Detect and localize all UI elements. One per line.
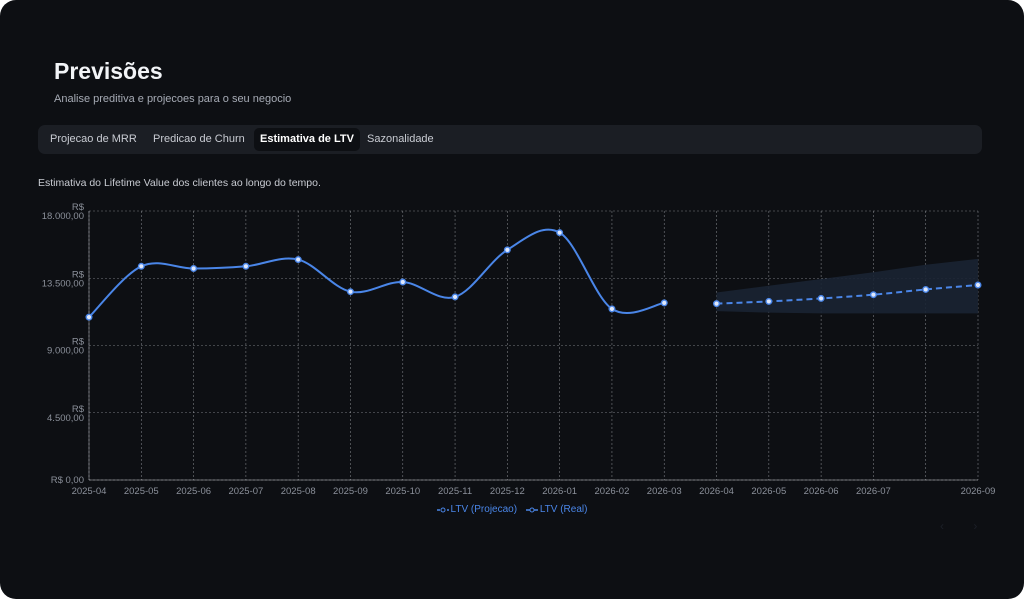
x-tick-label: 2026-01 [542, 486, 577, 497]
page-subtitle: Analise preditiva e projecoes para o seu… [54, 93, 292, 105]
x-tick-label: 2025-10 [385, 486, 420, 497]
x-tick-label: 2026-05 [751, 486, 786, 497]
legend-item-projecao[interactable]: LTV (Projecao) [436, 504, 518, 515]
data-point [660, 299, 668, 307]
page-title: Previsões [54, 58, 163, 84]
data-point [242, 262, 250, 270]
y-tick-label: R$ 13.500,00 [42, 269, 85, 289]
chart-legend: LTV (Projecao) LTV (Real) [0, 504, 1024, 517]
y-tick-label: R$ 4.500,00 [47, 404, 85, 424]
x-tick-label: 2026-04 [699, 486, 734, 497]
data-point [85, 313, 93, 321]
data-point [974, 281, 982, 289]
tab-projecao-mrr[interactable]: Projecao de MRR [50, 133, 137, 145]
data-point [346, 288, 354, 296]
x-tick-label: 2026-02 [595, 486, 630, 497]
x-tick-label: 2026-03 [647, 486, 682, 497]
x-tick-label: 2025-06 [176, 486, 211, 497]
y-tick-label: R$ 9.000,00 [47, 337, 85, 357]
tab-bar: Projecao de MRR Predicao de Churn Estima… [38, 125, 982, 154]
x-tick-label: 2025-12 [490, 486, 525, 497]
tab-sazonalidade[interactable]: Sazonalidade [367, 133, 434, 145]
x-tick-label: 2025-11 [438, 486, 472, 497]
chevron-right-icon[interactable]: › [973, 519, 978, 533]
legend-item-real[interactable]: LTV (Real) [525, 504, 588, 515]
data-point [922, 285, 930, 293]
legend-line-icon [436, 507, 449, 512]
x-tick-label: 2025-08 [281, 486, 316, 497]
data-point [399, 278, 407, 286]
data-point [137, 262, 145, 270]
chart-nav: ‹ › [940, 519, 1003, 533]
tab-estimativa-ltv[interactable]: Estimativa de LTV [254, 128, 360, 151]
data-point [765, 297, 773, 305]
data-point [294, 256, 302, 264]
legend-line-icon [525, 507, 538, 512]
data-point [503, 246, 511, 254]
x-tick-label: 2025-05 [124, 486, 159, 497]
projection-band [716, 258, 978, 314]
legend-label: LTV (Projecao) [450, 504, 518, 515]
ltv-chart: R$ 0,00 R$ 4.500,00 R$ 9.000,00 R$ 13.500,00 R$… [42, 202, 996, 497]
x-tick-label: 2026-06 [804, 486, 839, 497]
x-tick-label: 2025-04 [72, 486, 107, 497]
x-tick-label: 2026-07 [856, 486, 891, 497]
legend-label: LTV (Real) [539, 504, 588, 515]
chevron-left-icon[interactable]: ‹ [940, 519, 944, 533]
series-line-projecao [716, 283, 979, 305]
y-tick-label: R$ 0,00 [51, 475, 84, 486]
series-line-real [88, 228, 665, 318]
data-point [190, 265, 198, 273]
y-tick-label: R$ 18.000,00 [42, 202, 85, 222]
x-tick-label: 2025-07 [228, 486, 263, 497]
chart-description: Estimativa do Lifetime Value dos cliente… [38, 177, 321, 189]
x-tick-label: 2025-09 [333, 486, 368, 497]
data-point [608, 305, 616, 313]
tab-predicao-churn[interactable]: Predicao de Churn [153, 133, 245, 145]
data-point [556, 229, 564, 237]
x-tick-label: 2026-09 [961, 486, 996, 497]
data-point [713, 300, 721, 308]
data-point [869, 291, 877, 299]
data-point [451, 293, 459, 301]
data-point [817, 294, 825, 302]
